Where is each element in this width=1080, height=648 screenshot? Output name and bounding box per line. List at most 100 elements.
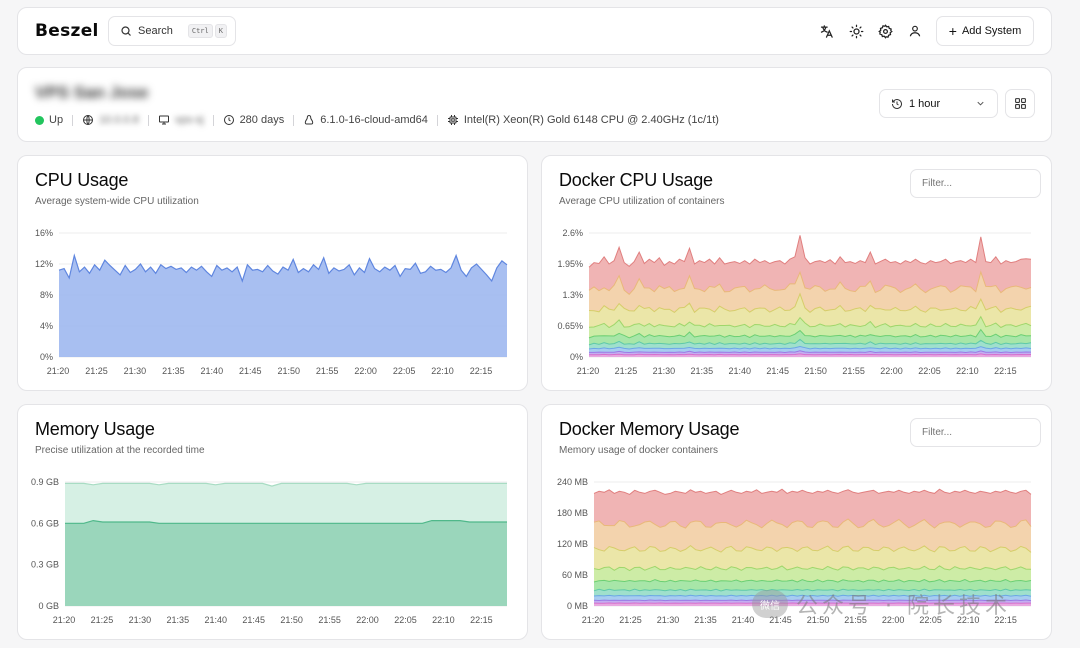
time-range-value: 1 hour <box>909 97 941 110</box>
add-system-button[interactable]: + Add System <box>936 16 1034 46</box>
card-subtitle: Memory usage of docker containers <box>559 445 718 456</box>
top-navbar: Beszel Search Ctrl K + Add System <box>17 7 1052 55</box>
layout-grid-toggle[interactable] <box>1005 89 1035 118</box>
y-tick-label: 2.6% <box>562 228 583 238</box>
y-tick-label: 16% <box>35 228 53 238</box>
monitor-icon <box>158 115 169 125</box>
x-tick-label: 22:00 <box>880 366 903 376</box>
cpu-chip-icon <box>447 115 458 125</box>
search-button[interactable]: Search Ctrl K <box>108 16 236 46</box>
x-tick-label: 22:00 <box>354 366 377 376</box>
plus-icon: + <box>948 23 957 39</box>
x-tick-label: 21:45 <box>769 615 792 625</box>
x-tick-label: 22:05 <box>918 366 941 376</box>
search-icon <box>121 26 131 36</box>
settings-gear-icon[interactable] <box>876 22 894 40</box>
docker-memory-usage-chart[interactable]: 0 MB 60 MB 120 MB 180 MB 240 MB 21:20 21:25 21:… <box>542 405 1053 641</box>
x-tick-label: 21:45 <box>239 366 262 376</box>
beszel-logo[interactable]: Beszel <box>35 21 99 41</box>
system-name: VPS San Jose <box>35 83 149 102</box>
y-tick-label: 0% <box>570 352 583 362</box>
x-tick-label: 22:00 <box>356 615 379 625</box>
container-filter-input[interactable] <box>910 169 1041 198</box>
kernel-version: 6.1.0-16-cloud-amd64 <box>320 114 428 126</box>
x-tick-label: 22:05 <box>394 615 417 625</box>
container-line-2 <box>593 518 1032 529</box>
x-tick-label: 21:50 <box>277 366 300 376</box>
y-tick-label: 8% <box>40 290 53 300</box>
x-tick-label: 21:25 <box>619 615 642 625</box>
x-tick-label: 21:55 <box>842 366 865 376</box>
hostname: vps-sj <box>174 114 204 126</box>
docker-cpu-usage-chart[interactable]: 0% 0.65% 1.3% 1.95% 2.6% 21:20 21:25 21:30 21:35… <box>542 156 1053 392</box>
status-text: Up <box>49 114 64 126</box>
x-tick-label: 22:00 <box>882 615 905 625</box>
container-area-9 <box>589 353 1031 357</box>
x-tick-label: 21:30 <box>653 366 676 376</box>
chevron-down-icon <box>977 101 984 106</box>
time-range-select[interactable]: 1 hour <box>879 89 998 118</box>
container-line-8 <box>589 350 1032 354</box>
container-line-5 <box>593 578 1032 583</box>
x-tick-label: 22:10 <box>957 615 980 625</box>
y-tick-label: 0 GB <box>38 601 59 611</box>
docker-cpu-usage-card: Docker CPU Usage Average CPU utilization… <box>541 155 1052 391</box>
container-line-9 <box>589 353 1032 356</box>
x-tick-label: 21:20 <box>577 366 600 376</box>
container-line-4 <box>593 565 1032 572</box>
x-tick-label: 21:55 <box>844 615 867 625</box>
cpu-area <box>59 255 507 357</box>
history-icon <box>892 98 902 109</box>
x-tick-label: 22:15 <box>994 615 1017 625</box>
x-tick-label: 22:15 <box>994 366 1017 376</box>
language-icon[interactable] <box>817 22 835 40</box>
x-tick-label: 21:20 <box>53 615 76 625</box>
x-tick-label: 22:10 <box>432 615 455 625</box>
container-line-3 <box>593 544 1032 553</box>
x-tick-label: 21:25 <box>91 615 114 625</box>
x-tick-label: 21:30 <box>657 615 680 625</box>
watermark-text: 公众号 · 院长技术 <box>796 594 1011 619</box>
container-line-1 <box>588 235 1032 268</box>
card-subtitle: Average CPU utilization of containers <box>559 196 725 207</box>
system-info-card: VPS San Jose Up 10.0.0.8 vps-sj 280 days… <box>17 67 1052 142</box>
x-tick-label: 21:45 <box>242 615 265 625</box>
x-tick-label: 21:30 <box>129 615 152 625</box>
system-details-row: Up 10.0.0.8 vps-sj 280 days 6.1.0-16-clo… <box>35 114 719 126</box>
x-tick-label: 21:35 <box>162 366 185 376</box>
x-tick-label: 21:40 <box>732 615 755 625</box>
x-tick-label: 22:05 <box>393 366 416 376</box>
user-account-icon[interactable] <box>906 22 924 40</box>
y-tick-label: 1.95% <box>557 259 583 269</box>
container-line-5 <box>588 328 1032 339</box>
cpu-usage-chart[interactable]: 0% 4% 8% 12% 16% 21:20 21:25 21:30 21:35 21:40 21:… <box>18 156 529 392</box>
x-tick-label: 21:35 <box>167 615 190 625</box>
y-tick-label: 12% <box>35 259 53 269</box>
y-tick-label: 0.65% <box>557 321 583 331</box>
uptime-clock-icon <box>223 115 234 125</box>
cpu-model: Intel(R) Xeon(R) Gold 6148 CPU @ 2.40GHz… <box>463 114 719 126</box>
add-system-label: Add System <box>961 25 1022 37</box>
x-tick-label: 21:20 <box>582 615 605 625</box>
y-tick-label: 0 MB <box>567 601 588 611</box>
y-tick-label: 0% <box>40 352 53 362</box>
container-filter-input[interactable] <box>910 418 1041 447</box>
card-subtitle: Precise utilization at the recorded time <box>35 445 205 456</box>
card-title: Docker Memory Usage <box>559 419 740 439</box>
container-line-7 <box>588 345 1032 350</box>
memory-usage-chart[interactable]: 0 GB 0.3 GB 0.6 GB 0.9 GB 21:20 21:25 21:30 21:… <box>18 405 529 641</box>
theme-toggle-icon[interactable] <box>847 22 865 40</box>
cpu-usage-card: CPU Usage Average system-wide CPU utiliz… <box>17 155 528 391</box>
x-tick-label: 21:35 <box>691 366 714 376</box>
shortcut-k: K <box>214 24 227 38</box>
wechat-logo-icon: 微信 <box>752 590 788 618</box>
wechat-watermark: 微信 公众号 · 院长技术 <box>752 588 1011 620</box>
memory-usage-card: Memory Usage Precise utilization at the … <box>17 404 528 640</box>
ip-address: 10.0.0.8 <box>99 114 139 126</box>
linux-tux-icon <box>305 114 314 125</box>
x-tick-label: 21:55 <box>316 366 339 376</box>
x-tick-label: 21:20 <box>47 366 70 376</box>
y-tick-label: 0.6 GB <box>31 518 59 528</box>
x-tick-label: 21:50 <box>804 366 827 376</box>
container-line-6 <box>593 588 1032 592</box>
